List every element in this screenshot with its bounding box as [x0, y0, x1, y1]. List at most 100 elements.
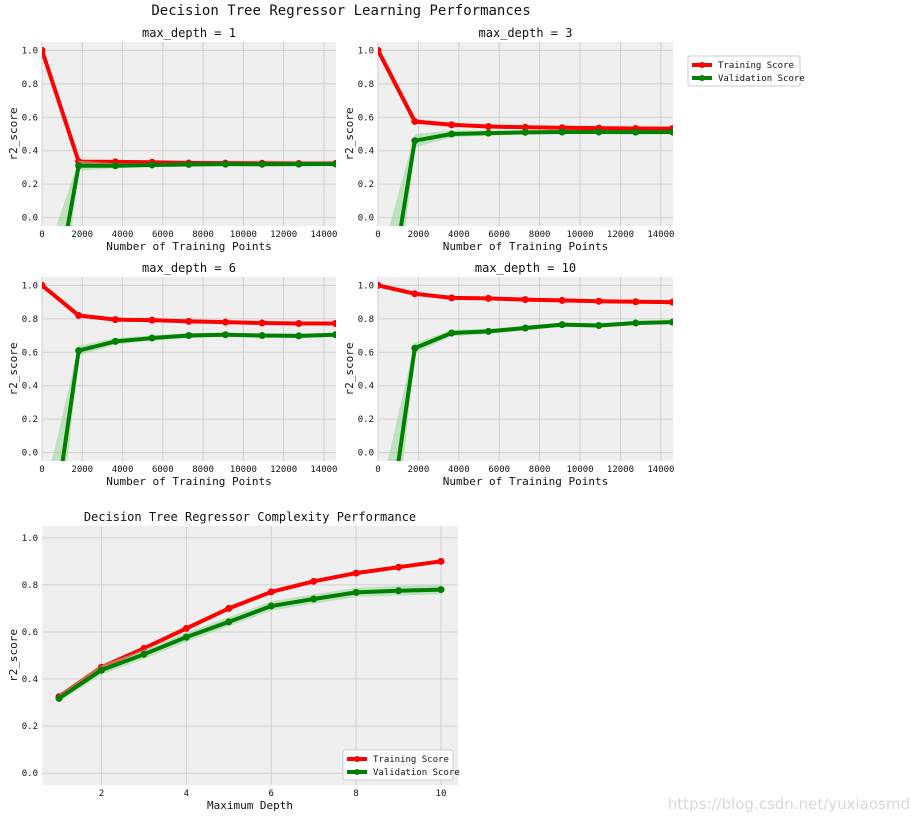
x-tick-label: 0	[39, 230, 44, 240]
y-tick-label: 0.6	[358, 348, 374, 358]
training-score-point	[42, 281, 46, 289]
x-tick-label: 4000	[112, 230, 134, 240]
y-tick-label: 0.0	[358, 449, 374, 459]
training-score-point	[484, 122, 492, 130]
validation-score-point	[225, 618, 233, 626]
validation-score-point	[185, 160, 193, 168]
validation-score-point	[295, 160, 303, 168]
training-legend-label: Training Score	[373, 755, 449, 765]
y-tick-label: 0.6	[22, 628, 38, 638]
training-score-point	[182, 624, 190, 632]
training-score-point	[521, 296, 529, 304]
x-tick-label: 8000	[529, 230, 551, 240]
training-score-point	[332, 320, 336, 328]
x-tick-label: 10000	[567, 465, 594, 475]
validation-score-point	[140, 650, 148, 658]
validation-score-point	[185, 332, 193, 340]
x-axis-label: Number of Training Points	[106, 475, 272, 488]
training-score-point	[267, 588, 275, 596]
training-score-point	[521, 123, 529, 131]
validation-score-point	[448, 329, 456, 337]
series-layer	[55, 557, 445, 702]
training-score-point	[437, 557, 445, 565]
validation-score-point	[595, 322, 603, 330]
y-axis-label: r2_score	[7, 108, 20, 161]
legend-box	[687, 55, 801, 87]
plot-area	[42, 277, 336, 461]
validation-score-point	[148, 161, 156, 169]
validation-score-point	[395, 587, 403, 595]
x-axis-label: Number of Training Points	[106, 240, 272, 253]
legend-top: Training Score Validation Score	[687, 55, 805, 87]
validation-score-point	[111, 162, 119, 170]
validation-score-point	[558, 128, 566, 136]
x-axis-label: Maximum Depth	[207, 799, 293, 812]
validation-score-point	[437, 586, 445, 594]
y-tick-label: 1.0	[22, 534, 38, 544]
training-score-point	[395, 563, 403, 571]
x-tick-label: 6000	[488, 465, 510, 475]
validation-score-point	[484, 129, 492, 137]
training-score-point	[484, 294, 492, 302]
y-tick-label: 0.6	[358, 113, 374, 123]
y-tick-label: 0.8	[22, 581, 38, 591]
validation-score-point	[332, 160, 336, 168]
training-score-point	[448, 294, 456, 302]
y-tick-label: 1.0	[22, 281, 38, 291]
chart-panel-2: 0 2000 4000 6000 8000 10000 12000 14000 0.0 0.2 0.…	[7, 261, 337, 488]
training-score-point	[595, 297, 603, 305]
series-layer	[378, 281, 673, 461]
y-tick-label: 0.6	[22, 113, 38, 123]
validation-score-point	[75, 162, 83, 170]
validation-score-point	[97, 666, 105, 674]
training-score-point	[632, 298, 640, 306]
x-tick-label: 4000	[448, 465, 470, 475]
validation-score-point	[669, 128, 673, 136]
validation-score-point	[55, 694, 63, 702]
validation-score-point	[411, 344, 419, 352]
x-tick-label: 10000	[230, 465, 257, 475]
training-score-point	[185, 317, 193, 325]
y-tick-label: 0.8	[358, 80, 374, 90]
validation-legend-label: Validation Score	[718, 74, 805, 84]
y-tick-label: 0.2	[22, 722, 38, 732]
watermark: https://blog.csdn.net/yuxiaosmd	[667, 795, 910, 813]
validation-score-point	[221, 160, 229, 168]
y-axis-label: r2_score	[343, 108, 356, 161]
x-tick-label: 10000	[230, 230, 257, 240]
y-tick-label: 0.0	[22, 214, 38, 224]
y-tick-label: 0.0	[22, 449, 38, 459]
x-tick-label: 2	[99, 789, 104, 799]
validation-score-point	[221, 331, 229, 339]
x-tick-label: 12000	[607, 465, 634, 475]
y-axis-label: r2_score	[7, 343, 20, 396]
validation-score-point	[295, 332, 303, 340]
y-tick-label: 0.6	[22, 348, 38, 358]
validation-score-point	[669, 318, 673, 326]
y-tick-label: 0.4	[358, 147, 374, 157]
chart-title: max_depth = 3	[479, 26, 573, 40]
chart-panel-4: 2 4 6 8 10 0.0 0.2 0.4 0.6 0.8 1.0 Decision Tree Re…	[7, 510, 458, 812]
y-tick-label: 0.0	[22, 769, 38, 779]
training-legend-label: Training Score	[718, 61, 794, 71]
y-tick-label: 0.4	[22, 382, 38, 392]
y-tick-label: 0.8	[358, 315, 374, 325]
validation-score-point	[632, 319, 640, 327]
validation-score-point	[182, 633, 190, 641]
legend-complexity: Training Score Validation Score	[342, 749, 460, 781]
training-score-point	[111, 316, 119, 324]
x-tick-label: 6000	[152, 230, 174, 240]
validation-score-point	[267, 602, 275, 610]
training-score-point	[378, 46, 382, 54]
x-tick-label: 2000	[408, 230, 430, 240]
training-score-point	[558, 296, 566, 304]
x-tick-label: 6	[269, 789, 274, 799]
x-axis-label: Number of Training Points	[443, 475, 609, 488]
validation-score-point	[332, 331, 336, 339]
series-layer	[42, 46, 336, 226]
validation-score-point	[521, 324, 529, 332]
validation-score-point	[111, 337, 119, 345]
x-tick-label: 10	[436, 789, 447, 799]
plot-area	[378, 277, 673, 461]
chart-panel-3: 0 2000 4000 6000 8000 10000 12000 14000 0.0 0.2 0.…	[343, 261, 674, 488]
